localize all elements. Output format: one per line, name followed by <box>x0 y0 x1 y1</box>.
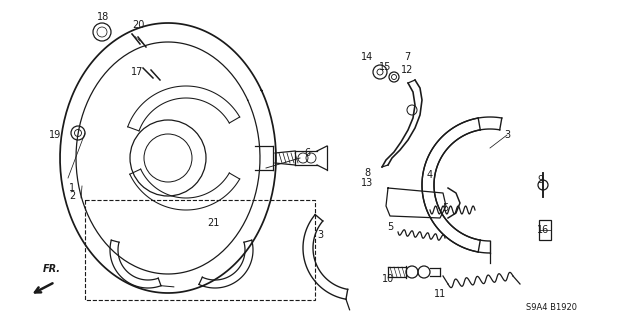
Text: 3: 3 <box>504 130 510 140</box>
Text: 14: 14 <box>361 52 373 62</box>
Text: 15: 15 <box>379 62 391 72</box>
Text: 18: 18 <box>97 12 109 22</box>
Text: 1: 1 <box>69 183 75 193</box>
Text: 13: 13 <box>361 178 373 188</box>
Text: 19: 19 <box>49 130 61 140</box>
Text: 9: 9 <box>537 175 543 185</box>
Text: 4: 4 <box>427 170 433 180</box>
Text: 5: 5 <box>442 203 448 213</box>
Text: FR.: FR. <box>43 264 61 274</box>
Text: 5: 5 <box>387 222 393 232</box>
Text: 17: 17 <box>131 67 143 77</box>
Text: 20: 20 <box>132 20 144 30</box>
Text: S9A4 B1920: S9A4 B1920 <box>527 303 577 312</box>
Text: 6: 6 <box>304 148 310 158</box>
Text: 7: 7 <box>404 52 410 62</box>
Text: 3: 3 <box>317 230 323 240</box>
Text: 10: 10 <box>382 274 394 284</box>
Text: 16: 16 <box>537 225 549 235</box>
Text: 11: 11 <box>434 289 446 299</box>
Text: 12: 12 <box>401 65 413 75</box>
Bar <box>85 200 315 300</box>
Text: 2: 2 <box>69 191 75 201</box>
Text: 21: 21 <box>207 218 219 228</box>
Text: 8: 8 <box>364 168 370 178</box>
Bar <box>539 220 551 240</box>
